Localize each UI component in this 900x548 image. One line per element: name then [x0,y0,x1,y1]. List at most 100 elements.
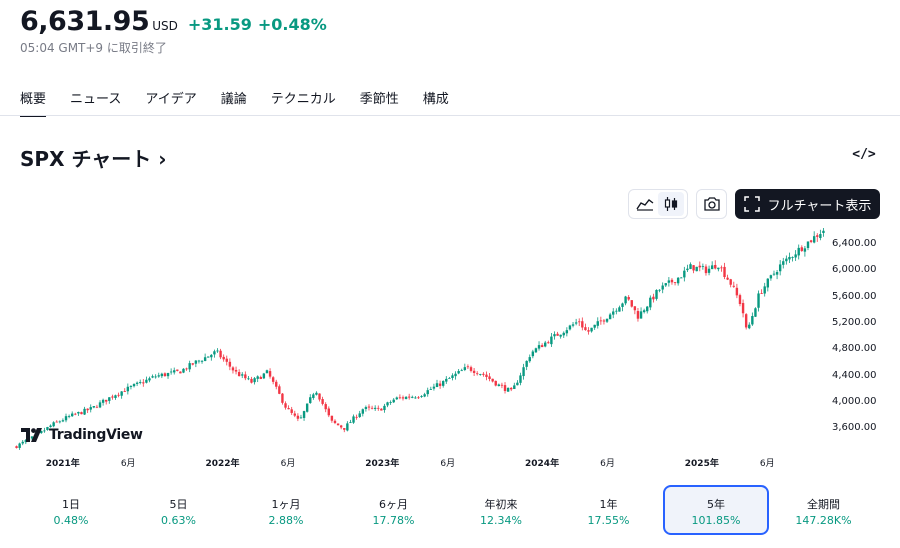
candle-body [766,278,770,288]
candle [414,396,417,399]
candlestick-chart-button[interactable] [658,192,684,216]
candle-body [704,266,708,274]
candle [426,387,429,397]
candle-body [139,382,142,383]
candle [602,318,606,325]
candle [766,278,770,292]
candle [812,231,816,244]
candle [500,382,504,389]
candle-body [559,334,562,337]
candle [74,412,77,416]
tab-seasonality[interactable]: 季節性 [359,92,399,107]
candle-body [642,310,646,313]
candle [435,379,439,388]
area-chart-button[interactable] [632,192,658,216]
candle [710,261,714,270]
tab-discussion[interactable]: 議論 [220,92,247,107]
period-button[interactable]: 6ヶ月 17.78% [341,485,447,535]
candle-body [275,381,278,387]
candle-body [213,351,216,355]
candlestick-chart[interactable] [15,228,825,456]
candlestick-icon [664,197,678,211]
candle [423,392,426,398]
candle [163,372,167,377]
candle [114,394,117,400]
candle [819,229,822,241]
candle-body [259,377,262,380]
candle [200,359,204,364]
candle [553,331,556,340]
candle [70,411,74,417]
candle [52,421,55,428]
tradingview-logo[interactable]: TradingView [21,427,143,443]
candle [797,244,800,260]
period-button[interactable]: 1日 0.48% [18,485,124,535]
tab-ideas[interactable]: アイデア [145,92,197,107]
candle [497,383,501,387]
candle [466,364,470,369]
candle [101,398,105,406]
candle [618,305,621,312]
chart-title-link[interactable]: SPX チャート › [20,147,167,171]
candle [763,282,766,297]
candle-body [411,396,414,398]
candle-body [330,415,334,421]
candle-body [482,373,485,375]
candle [98,400,102,409]
candle [769,274,773,281]
candle [788,252,791,263]
period-button[interactable]: 全期間 147.28K% [771,485,877,535]
candle [822,228,825,237]
period-label: 1年 [599,498,618,511]
candle-body [475,373,479,375]
period-button[interactable]: 5年 101.85% [663,485,769,535]
candle-body [627,297,630,300]
candle [475,371,479,376]
period-button[interactable]: 年初来 12.34% [448,485,554,535]
candle-body [77,411,80,414]
candle [720,265,723,272]
candle [157,372,160,378]
candle-body [40,430,43,434]
candle [219,348,222,360]
period-return: 101.85% [691,514,741,527]
candle [352,414,355,424]
tab-news[interactable]: ニュース [70,92,122,107]
candle [482,372,485,377]
tab-technicals[interactable]: テクニカル [270,92,336,107]
candle-body [726,277,729,280]
candle [460,368,463,372]
candle [574,318,578,326]
period-button[interactable]: 5日 0.63% [126,485,232,535]
embed-code-button[interactable]: </> [852,147,876,162]
candle [503,382,507,394]
candle [241,372,244,379]
tab-overview[interactable]: 概要 [20,88,47,117]
candle [237,369,241,377]
candle [315,391,318,396]
candle [95,404,99,409]
candle [210,354,213,361]
candle-body [680,277,683,279]
candle [627,295,630,301]
candle [191,363,194,366]
candle-body [568,325,572,330]
candle [231,366,235,374]
period-button[interactable]: 1ヶ月 2.88% [233,485,339,535]
full-chart-button[interactable]: フルチャート表示 [735,189,880,219]
candle [123,388,126,393]
tab-components[interactable]: 構成 [422,92,449,107]
y-tick-label: 5,200.00 [832,316,877,328]
candle-body [630,300,633,307]
period-button[interactable]: 1年 17.55% [556,485,662,535]
candle-body [816,235,819,237]
candle [559,334,562,339]
candle-body [769,275,773,279]
candle [584,323,587,331]
candle [448,376,451,379]
candle-body [309,397,312,403]
candle [748,322,751,330]
candle-body [463,367,467,370]
snapshot-button[interactable] [696,189,727,219]
candle [117,392,120,398]
